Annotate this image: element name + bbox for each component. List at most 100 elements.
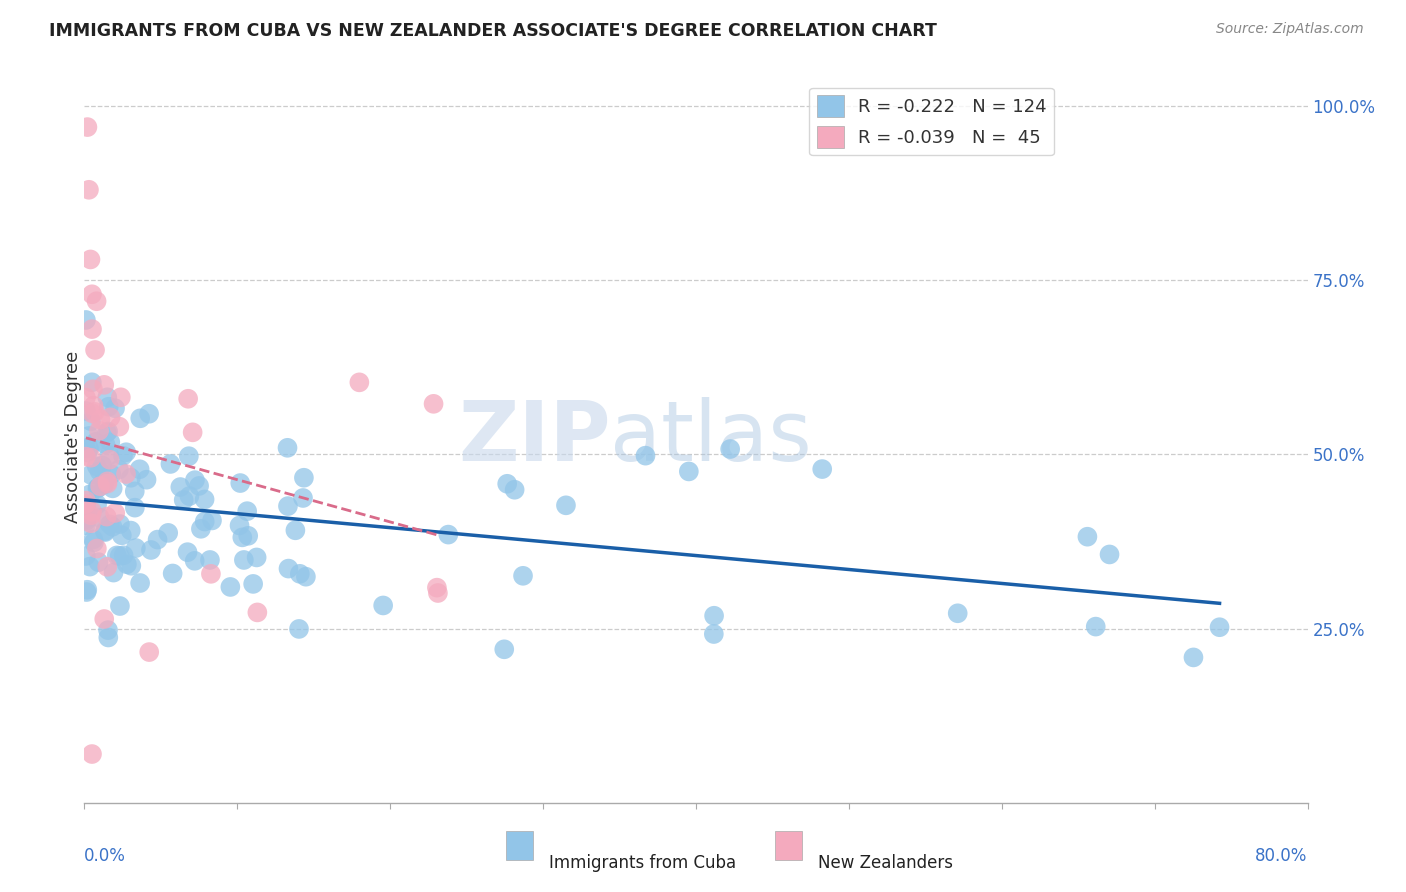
Point	[77, 429, 100, 443]
Point	[98, 517, 121, 532]
Point	[138, 645, 160, 659]
Point	[75, 499, 97, 513]
Point	[108, 517, 131, 532]
Point	[86, 541, 108, 556]
Point	[105, 549, 128, 563]
Point	[101, 520, 124, 534]
Point	[96, 476, 118, 491]
Point	[97, 400, 120, 414]
Point	[86, 294, 108, 309]
Point	[75, 404, 97, 418]
Point	[138, 407, 160, 421]
Point	[93, 612, 115, 626]
Text: Immigrants from Cuba: Immigrants from Cuba	[550, 854, 737, 872]
Point	[179, 489, 201, 503]
Point	[76, 445, 98, 459]
Point	[80, 504, 103, 518]
Point	[83, 405, 105, 419]
Point	[181, 425, 204, 440]
Point	[98, 448, 121, 462]
Point	[108, 549, 131, 563]
Point	[79, 487, 101, 501]
Point	[125, 541, 148, 555]
Point	[115, 467, 138, 481]
Point	[1098, 548, 1121, 562]
Point	[97, 425, 120, 439]
Point	[89, 412, 111, 426]
Point	[75, 391, 97, 405]
Text: New Zealanders: New Zealanders	[818, 854, 953, 872]
Point	[80, 508, 103, 523]
Text: ZIP: ZIP	[458, 397, 610, 477]
Point	[87, 555, 110, 569]
Text: IMMIGRANTS FROM CUBA VS NEW ZEALANDER ASSOCIATE'S DEGREE CORRELATION CHART: IMMIGRANTS FROM CUBA VS NEW ZEALANDER AS…	[49, 22, 936, 40]
Point	[177, 449, 200, 463]
Point	[242, 577, 264, 591]
Point	[75, 313, 97, 327]
Point	[80, 747, 103, 761]
Point	[104, 401, 127, 416]
Point	[80, 516, 103, 531]
Point	[236, 504, 259, 518]
Point	[198, 553, 221, 567]
Point	[157, 525, 180, 540]
Point	[111, 528, 134, 542]
Point	[135, 473, 157, 487]
Point	[120, 524, 142, 538]
Point	[82, 406, 104, 420]
Point	[437, 527, 460, 541]
Point	[276, 441, 298, 455]
Point	[80, 322, 103, 336]
Point	[173, 493, 195, 508]
Point	[188, 479, 211, 493]
Point	[194, 492, 217, 507]
Point	[75, 549, 97, 563]
Point	[91, 458, 114, 473]
Point	[349, 376, 371, 390]
Point	[1076, 530, 1098, 544]
Point	[93, 477, 115, 491]
Point	[96, 390, 118, 404]
Point	[94, 437, 117, 451]
Point	[1182, 650, 1205, 665]
Point	[555, 498, 578, 512]
Point	[146, 533, 169, 547]
Point	[277, 561, 299, 575]
Point	[124, 500, 146, 515]
Point	[176, 545, 198, 559]
Point	[246, 550, 269, 565]
Point	[128, 462, 150, 476]
Point	[718, 442, 741, 456]
Point	[292, 471, 315, 485]
Point	[93, 474, 115, 488]
Point	[84, 434, 107, 449]
Point	[101, 481, 124, 495]
Point	[139, 543, 162, 558]
Point	[246, 606, 269, 620]
Point	[108, 599, 131, 613]
Point	[229, 476, 252, 491]
Text: 0.0%: 0.0%	[84, 847, 127, 864]
Point	[120, 558, 142, 573]
Point	[80, 450, 103, 465]
Point	[703, 608, 725, 623]
Point	[80, 467, 103, 482]
Point	[96, 475, 118, 489]
Text: 80.0%: 80.0%	[1256, 847, 1308, 864]
Point	[115, 558, 138, 572]
Point	[494, 642, 516, 657]
Point	[295, 570, 318, 584]
Point	[946, 607, 969, 621]
Point	[219, 580, 242, 594]
FancyBboxPatch shape	[506, 830, 533, 860]
Point	[86, 482, 108, 496]
Point	[292, 491, 315, 505]
Point	[76, 120, 98, 134]
Point	[190, 522, 212, 536]
Text: Source: ZipAtlas.com: Source: ZipAtlas.com	[1216, 22, 1364, 37]
Point	[634, 449, 657, 463]
Point	[115, 445, 138, 459]
Point	[108, 462, 131, 476]
Point	[678, 465, 700, 479]
Point	[82, 533, 104, 547]
